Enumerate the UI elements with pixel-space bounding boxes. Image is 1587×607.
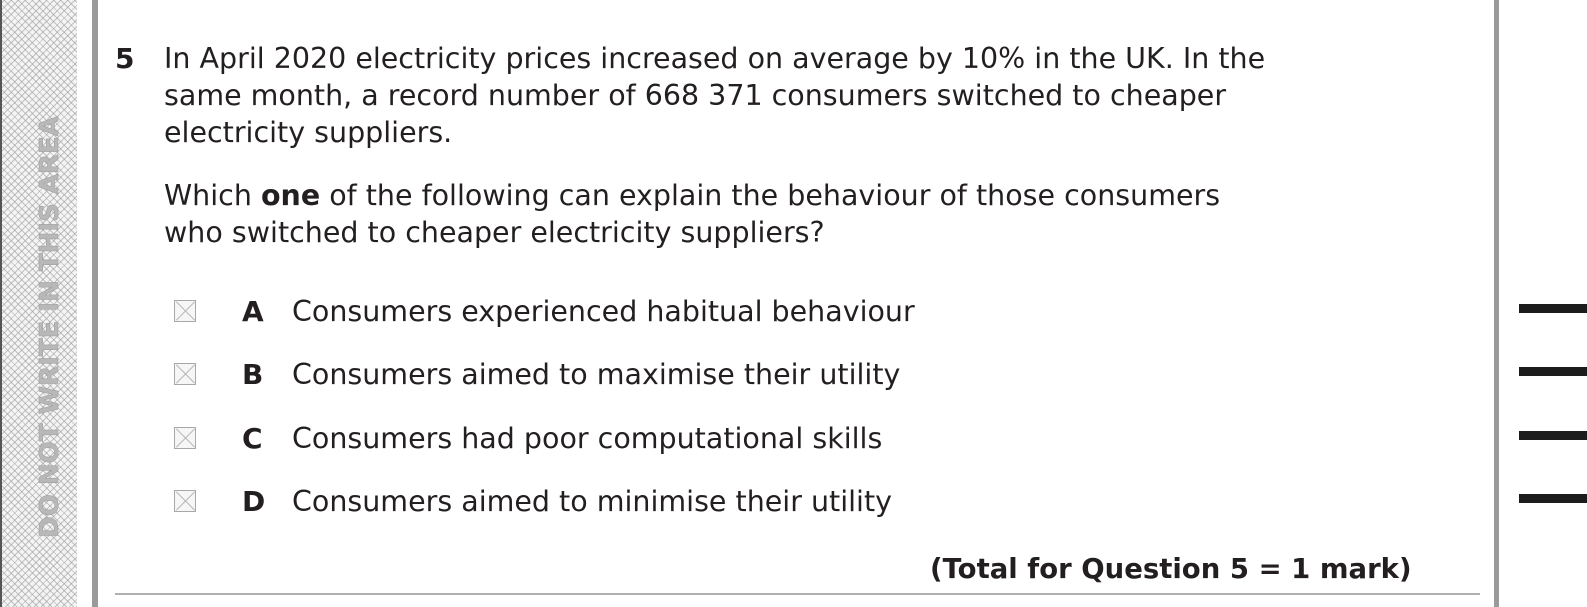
answer-checkbox-c[interactable] [174, 427, 196, 449]
option-letter: B [242, 358, 264, 391]
answer-checkbox-b[interactable] [174, 363, 196, 385]
prompt-after: of the following can explain the behavio… [164, 179, 1221, 249]
margin-notice: DO NOT WRITE IN THIS AREA [35, 116, 66, 538]
margin-border [92, 0, 98, 607]
option-text: Consumers aimed to maximise their utilit… [292, 358, 901, 391]
option-text: Consumers experienced habitual behaviour [292, 295, 915, 328]
option-a: A Consumers experienced habitual behavio… [174, 294, 1074, 334]
scan-mark [1519, 367, 1587, 376]
option-text: Consumers aimed to minimise their utilit… [292, 485, 893, 518]
option-text: Consumers had poor computational skills [292, 422, 883, 455]
question-prompt: Which one of the following can explain t… [164, 177, 1274, 251]
scan-mark [1519, 494, 1587, 503]
question-divider [115, 593, 1480, 595]
question-stem: In April 2020 electricity prices increas… [164, 42, 1266, 149]
option-d: D Consumers aimed to minimise their util… [174, 484, 1074, 524]
scan-mark [1519, 431, 1587, 440]
answer-checkbox-a[interactable] [174, 300, 196, 322]
prompt-emphasis: one [260, 179, 321, 212]
page-border-right [1494, 0, 1499, 607]
margin-edge-left [0, 0, 2, 607]
question-number: 5 [115, 42, 135, 75]
option-b: B Consumers aimed to maximise their util… [174, 357, 1074, 397]
option-letter: D [242, 485, 266, 518]
scan-mark [1519, 304, 1587, 313]
answer-checkbox-d[interactable] [174, 490, 196, 512]
option-c: C Consumers had poor computational skill… [174, 421, 1074, 461]
option-letter: C [242, 422, 263, 455]
do-not-write-margin [2, 0, 77, 607]
prompt-before: Which [164, 179, 261, 212]
total-marks: (Total for Question 5 = 1 mark) [930, 553, 1412, 585]
option-letter: A [242, 295, 264, 328]
